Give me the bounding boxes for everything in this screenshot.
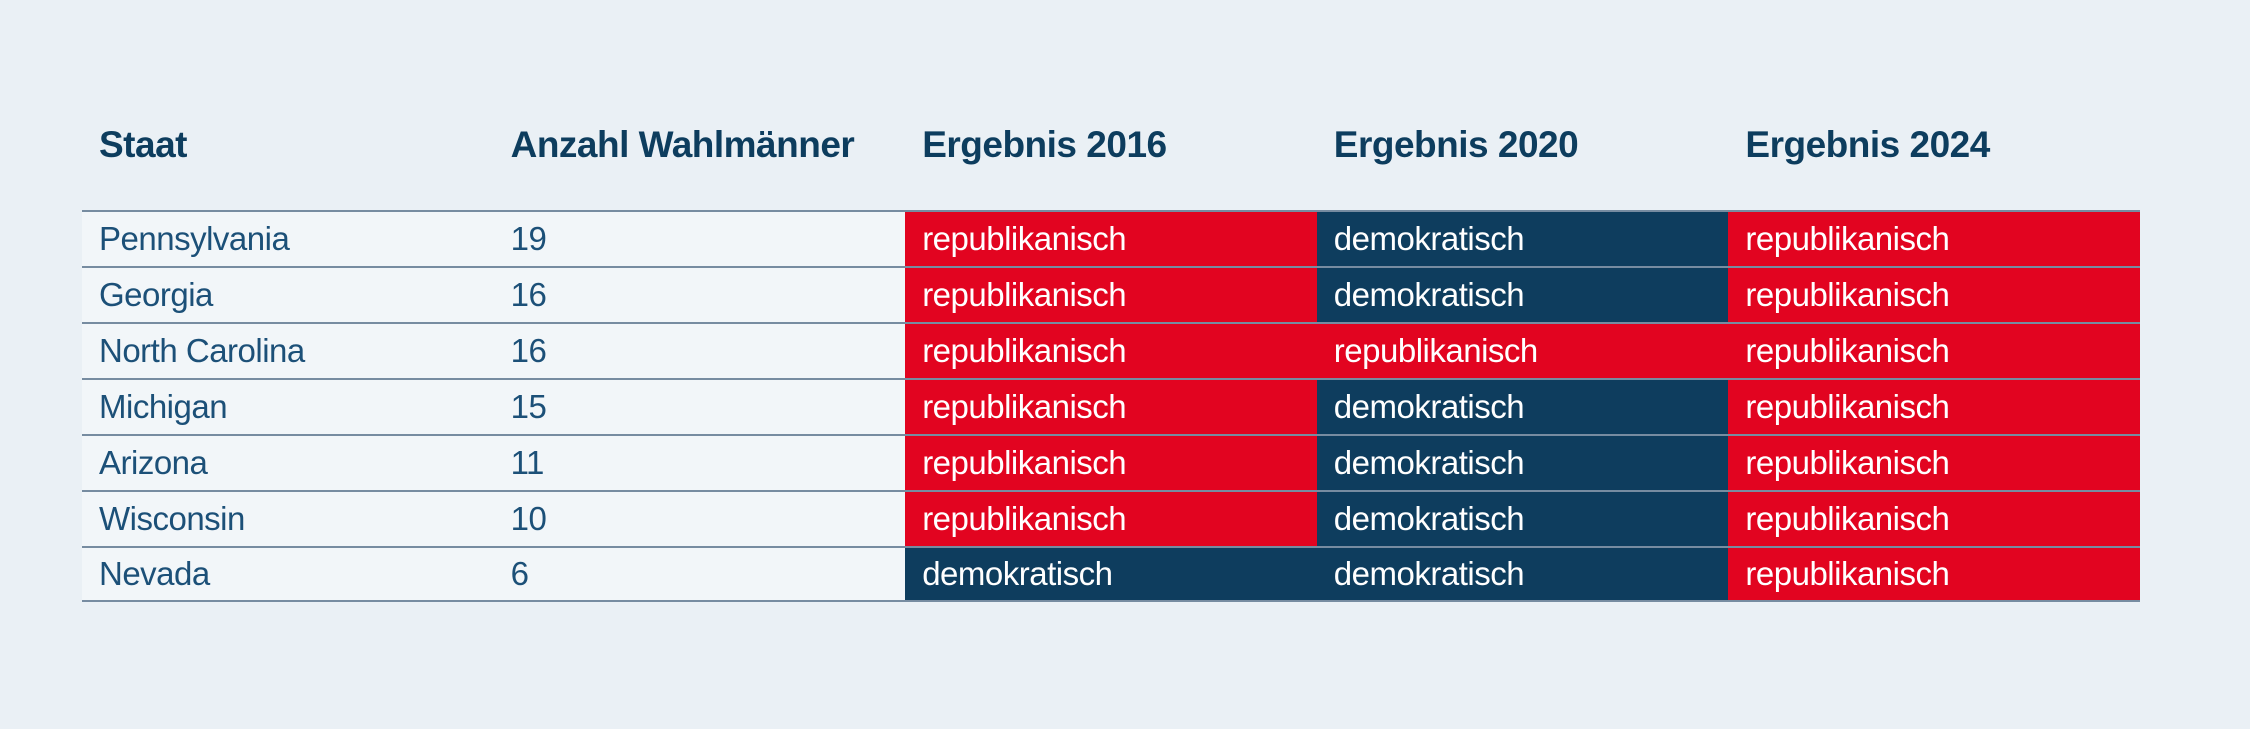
cell-e2016: republikanisch bbox=[905, 492, 1317, 546]
table-row: Arizona 11 republikanisch demokratisch repub… bbox=[82, 434, 2140, 490]
cell-e2016: republikanisch bbox=[905, 436, 1317, 490]
cell-e2020: demokratisch bbox=[1316, 548, 1729, 600]
table-row: North Carolina 16 republikanisch republikan… bbox=[82, 322, 2140, 378]
cell-e2020: republikanisch bbox=[1316, 324, 1729, 378]
cell-wahlmaenner: 16 bbox=[493, 268, 906, 322]
cell-e2016: republikanisch bbox=[905, 268, 1317, 322]
cell-e2016: demokratisch bbox=[905, 548, 1317, 600]
cell-e2024: republikanisch bbox=[1728, 380, 2140, 434]
cell-wahlmaenner: 15 bbox=[493, 380, 906, 434]
cell-e2016: republikanisch bbox=[905, 212, 1317, 266]
column-header-staat: Staat bbox=[99, 124, 187, 165]
column-header-e2020: Ergebnis 2020 bbox=[1333, 124, 1579, 165]
cell-staat: Wisconsin bbox=[82, 492, 494, 546]
table-row: Michigan 15 republikanisch demokratisch repu… bbox=[82, 378, 2140, 434]
cell-e2020: demokratisch bbox=[1316, 380, 1729, 434]
cell-wahlmaenner: 10 bbox=[493, 492, 906, 546]
cell-e2024: republikanisch bbox=[1728, 324, 2140, 378]
cell-wahlmaenner: 11 bbox=[493, 436, 906, 490]
cell-e2020: demokratisch bbox=[1316, 268, 1729, 322]
cell-e2024: republikanisch bbox=[1728, 548, 2140, 600]
cell-e2016: republikanisch bbox=[905, 324, 1317, 378]
cell-staat: Nevada bbox=[82, 548, 494, 600]
table-row: Pennsylvania 19 republikanisch demokratisch… bbox=[82, 210, 2140, 266]
cell-e2024: republikanisch bbox=[1728, 212, 2140, 266]
cell-staat: Arizona bbox=[82, 436, 494, 490]
swing-states-table: Staat Anzahl Wahlmänner Ergebnis 2016 Ergeb… bbox=[82, 0, 2140, 602]
column-header-e2016: Ergebnis 2016 bbox=[922, 124, 1167, 165]
cell-e2024: republikanisch bbox=[1728, 492, 2140, 546]
cell-e2020: demokratisch bbox=[1316, 436, 1729, 490]
cell-staat: Michigan bbox=[82, 380, 494, 434]
cell-wahlmaenner: 6 bbox=[493, 548, 906, 600]
cell-e2020: demokratisch bbox=[1316, 492, 1729, 546]
cell-e2024: republikanisch bbox=[1728, 436, 2140, 490]
table-header-row: Staat Anzahl Wahlmänner Ergebnis 2016 Ergeb… bbox=[82, 0, 2140, 210]
cell-wahlmaenner: 19 bbox=[493, 212, 906, 266]
table-row: Nevada 6 demokratisch demokratisch republika… bbox=[82, 546, 2140, 602]
cell-staat: Georgia bbox=[82, 268, 494, 322]
cell-e2016: republikanisch bbox=[905, 380, 1317, 434]
column-header-e2024: Ergebnis 2024 bbox=[1745, 124, 1990, 165]
cell-e2024: republikanisch bbox=[1728, 268, 2140, 322]
column-header-wahlmaenner: Anzahl Wahlmänner bbox=[510, 124, 855, 165]
table-row: Wisconsin 10 republikanisch demokratisch rep… bbox=[82, 490, 2140, 546]
cell-wahlmaenner: 16 bbox=[493, 324, 906, 378]
cell-staat: North Carolina bbox=[82, 324, 494, 378]
cell-staat: Pennsylvania bbox=[82, 212, 494, 266]
table-body: Pennsylvania 19 republikanisch demokratisch… bbox=[82, 210, 2140, 602]
table-row: Georgia 16 republikanisch demokratisch repub… bbox=[82, 266, 2140, 322]
cell-e2020: demokratisch bbox=[1316, 212, 1729, 266]
